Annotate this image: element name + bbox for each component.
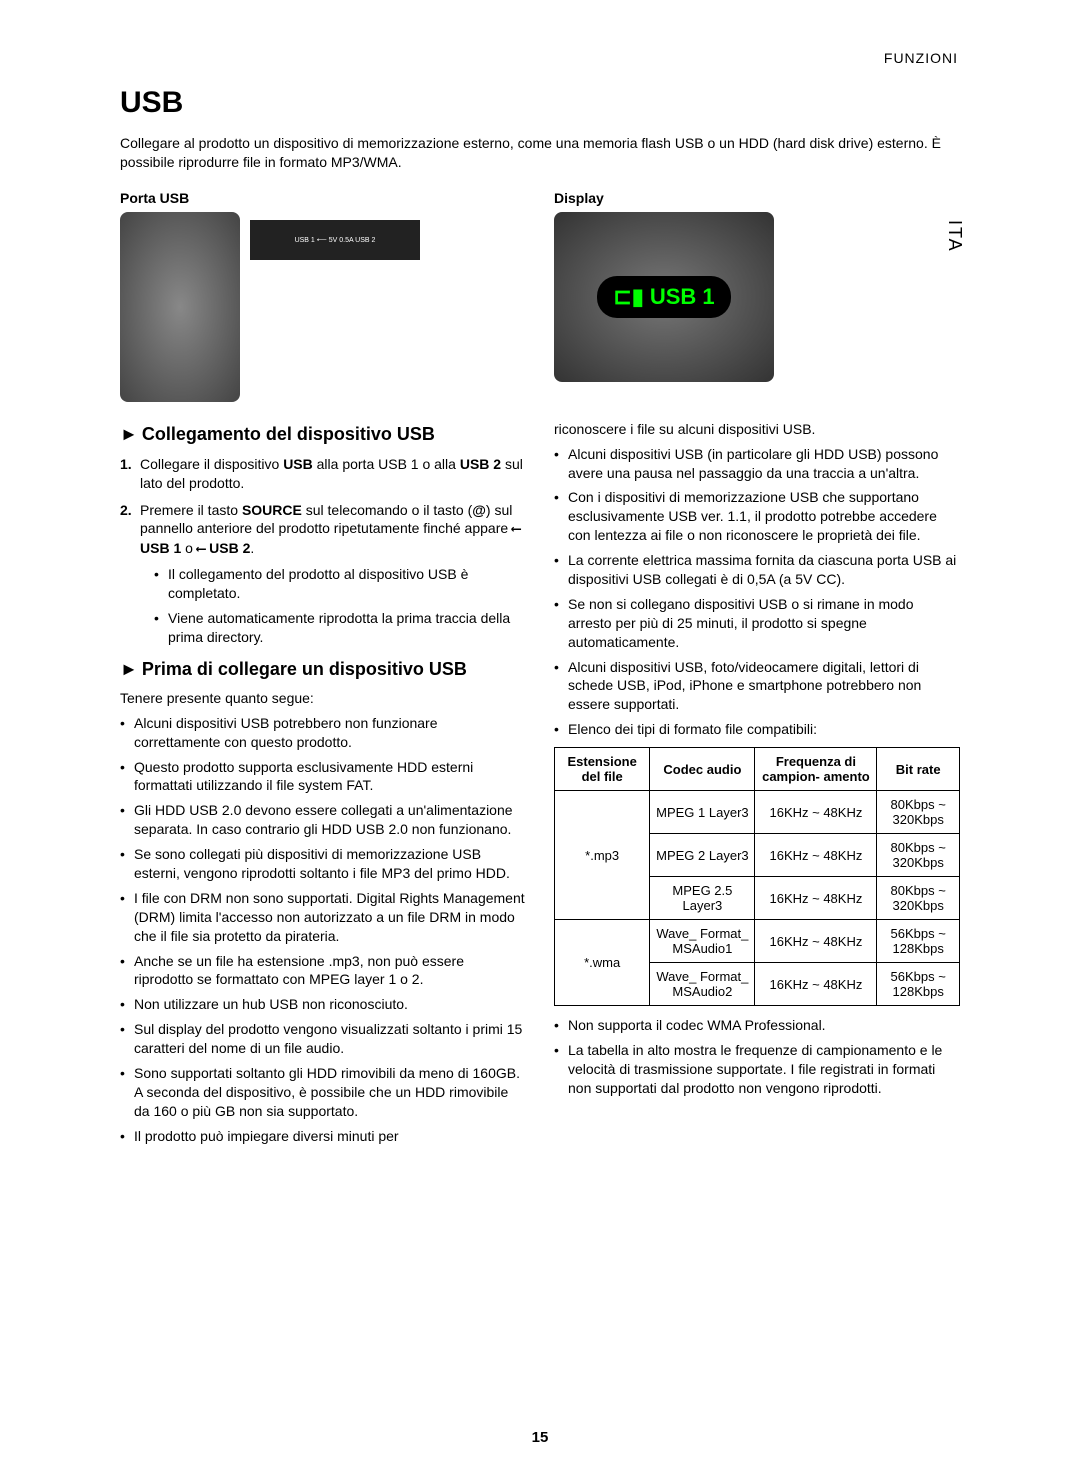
bullet-item: Non utilizzare un hub USB non riconosciu… <box>120 995 526 1014</box>
cell-freq: 16KHz ~ 48KHz <box>755 877 877 920</box>
usb-plug-icon: ⊏▮ <box>613 284 644 310</box>
triangle-icon: ► <box>120 659 138 680</box>
page-number: 15 <box>532 1429 549 1446</box>
cell-freq: 16KHz ~ 48KHz <box>755 791 877 834</box>
bullet-item: Elenco dei tipi di formato file compatib… <box>554 720 960 739</box>
figure-usb-port: USB 1 ⟵ 5V 0.5A USB 2 <box>120 212 526 392</box>
cell-freq: 16KHz ~ 48KHz <box>755 920 877 963</box>
before-bullets-left: Alcuni dispositivi USB potrebbero non fu… <box>120 714 526 1146</box>
page-title: USB <box>120 86 960 120</box>
bullet-item: Se sono collegati più dispositivi di mem… <box>120 845 526 883</box>
language-side-tab: ITA <box>944 220 965 253</box>
bullet-item: Alcuni dispositivi USB (in particolare g… <box>554 445 960 483</box>
cell-bitrate: 80Kbps ~ 320Kbps <box>877 834 960 877</box>
codec-table: Estensione del file Codec audio Frequenz… <box>554 747 960 1006</box>
bullet-item: Questo prodotto supporta esclusivamente … <box>120 758 526 796</box>
bullet-item: Gli HDD USB 2.0 devono essere collegati … <box>120 801 526 839</box>
cell-ext: *.mp3 <box>555 791 650 920</box>
bullet-item: Anche se un file ha estensione .mp3, non… <box>120 952 526 990</box>
table-header-bitrate: Bit rate <box>877 748 960 791</box>
bullet-item: La tabella in alto mostra le frequenze d… <box>554 1041 960 1098</box>
cell-codec: Wave_ Format_ MSAudio1 <box>650 920 755 963</box>
before-bullets-right-bottom: Non supporta il codec WMA Professional. L… <box>554 1016 960 1098</box>
bullet-item: Se non si collegano dispositivi USB o si… <box>554 595 960 652</box>
section-heading-before: ►Prima di collegare un dispositivo USB <box>120 659 526 680</box>
connect-sub-bullets: Il collegamento del prodotto al disposit… <box>140 565 526 647</box>
bullet-item: I file con DRM non sono supportati. Digi… <box>120 889 526 946</box>
table-header-ext: Estensione del file <box>555 748 650 791</box>
connect-sub-bullet: Il collegamento del prodotto al disposit… <box>154 565 526 603</box>
before-bullets-right-top: riconoscere i file su alcuni dispositivi… <box>554 420 960 739</box>
speaker-illustration <box>120 212 240 402</box>
cell-codec: MPEG 1 Layer3 <box>650 791 755 834</box>
intro-paragraph: Collegare al prodotto un dispositivo di … <box>120 134 960 172</box>
bullet-item: Sono supportati soltanto gli HDD rimovib… <box>120 1064 526 1121</box>
display-text: USB 1 <box>650 284 715 310</box>
usb-panel-illustration: USB 1 ⟵ 5V 0.5A USB 2 <box>250 220 420 260</box>
bullet-item: Alcuni dispositivi USB potrebbero non fu… <box>120 714 526 752</box>
connect-step: 2.Premere il tasto SOURCE sul telecomand… <box>120 501 526 647</box>
cell-codec: MPEG 2.5 Layer3 <box>650 877 755 920</box>
before-lead-text: Tenere presente quanto segue: <box>120 690 526 706</box>
table-row: *.mp3MPEG 1 Layer316KHz ~ 48KHz80Kbps ~ … <box>555 791 960 834</box>
cell-freq: 16KHz ~ 48KHz <box>755 963 877 1006</box>
cell-bitrate: 56Kbps ~ 128Kbps <box>877 920 960 963</box>
cell-bitrate: 80Kbps ~ 320Kbps <box>877 877 960 920</box>
cell-ext: *.wma <box>555 920 650 1006</box>
connect-steps-list: 1.Collegare il dispositivo USB alla port… <box>120 455 526 647</box>
section-before-title: Prima di collegare un dispositivo USB <box>142 659 467 679</box>
header-section-label: FUNZIONI <box>120 50 960 66</box>
table-header-codec: Codec audio <box>650 748 755 791</box>
display-readout: ⊏▮ USB 1 <box>597 276 730 318</box>
bullet-item: Non supporta il codec WMA Professional. <box>554 1016 960 1035</box>
table-header-freq: Frequenza di campion- amento <box>755 748 877 791</box>
bullet-item: Con i dispositivi di memorizzazione USB … <box>554 488 960 545</box>
cell-codec: MPEG 2 Layer3 <box>650 834 755 877</box>
triangle-icon: ► <box>120 424 138 445</box>
continuation-bullet: riconoscere i file su alcuni dispositivi… <box>554 420 960 439</box>
cell-bitrate: 56Kbps ~ 128Kbps <box>877 963 960 1006</box>
table-row: *.wmaWave_ Format_ MSAudio116KHz ~ 48KHz… <box>555 920 960 963</box>
bullet-item: Alcuni dispositivi USB, foto/videocamere… <box>554 658 960 715</box>
section-connect-title: Collegamento del dispositivo USB <box>142 424 435 444</box>
section-heading-connect: ►Collegamento del dispositivo USB <box>120 424 526 445</box>
bullet-item: La corrente elettrica massima fornita da… <box>554 551 960 589</box>
figure-right-label: Display <box>554 190 960 206</box>
connect-step: 1.Collegare il dispositivo USB alla port… <box>120 455 526 493</box>
bullet-item: Il prodotto può impiegare diversi minuti… <box>120 1127 526 1146</box>
figure-display: ⊏▮ USB 1 <box>554 212 774 382</box>
cell-bitrate: 80Kbps ~ 320Kbps <box>877 791 960 834</box>
cell-freq: 16KHz ~ 48KHz <box>755 834 877 877</box>
connect-sub-bullet: Viene automaticamente riprodotta la prim… <box>154 609 526 647</box>
figure-left-label: Porta USB <box>120 190 526 206</box>
bullet-item: Sul display del prodotto vengono visuali… <box>120 1020 526 1058</box>
cell-codec: Wave_ Format_ MSAudio2 <box>650 963 755 1006</box>
